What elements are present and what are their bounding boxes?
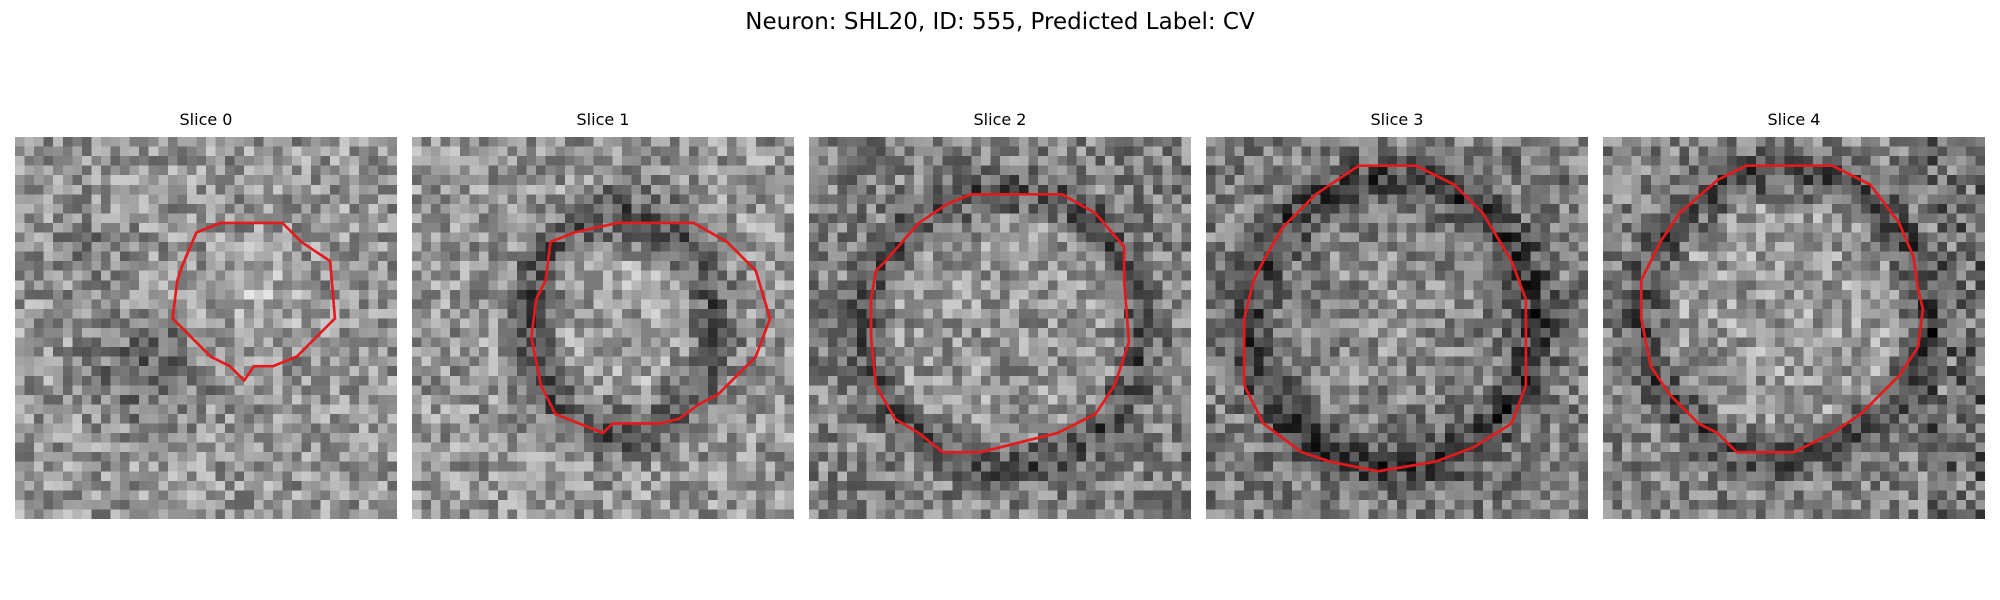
neuron-contour	[1639, 164, 1925, 454]
slice-title: Slice 4	[1767, 110, 1821, 129]
slice-svg	[869, 192, 1131, 454]
slice-panel-4: Slice 4	[1603, 110, 1985, 519]
neuron-contour	[1242, 164, 1528, 473]
neuron-contour	[530, 221, 772, 435]
slice-svg	[530, 221, 772, 435]
slice-image	[15, 137, 397, 519]
slice-svg	[1639, 164, 1925, 454]
slice-title: Slice 1	[576, 110, 630, 129]
slice-image	[412, 137, 794, 519]
slice-title: Slice 0	[179, 110, 233, 129]
slice-svg	[171, 221, 337, 382]
slice-image	[1206, 137, 1588, 519]
slice-panel-3: Slice 3	[1206, 110, 1588, 519]
neuron-contour	[171, 221, 337, 382]
figure-title: Neuron: SHL20, ID: 555, Predicted Label:…	[745, 9, 1255, 35]
slice-title: Slice 2	[973, 110, 1027, 129]
slice-panel-0: Slice 0	[15, 110, 397, 519]
slice-svg	[1242, 164, 1528, 473]
slice-title: Slice 3	[1370, 110, 1424, 129]
neuron-contour	[869, 192, 1131, 454]
slice-panel-2: Slice 2	[809, 110, 1191, 519]
slice-panel-1: Slice 1	[412, 110, 794, 519]
